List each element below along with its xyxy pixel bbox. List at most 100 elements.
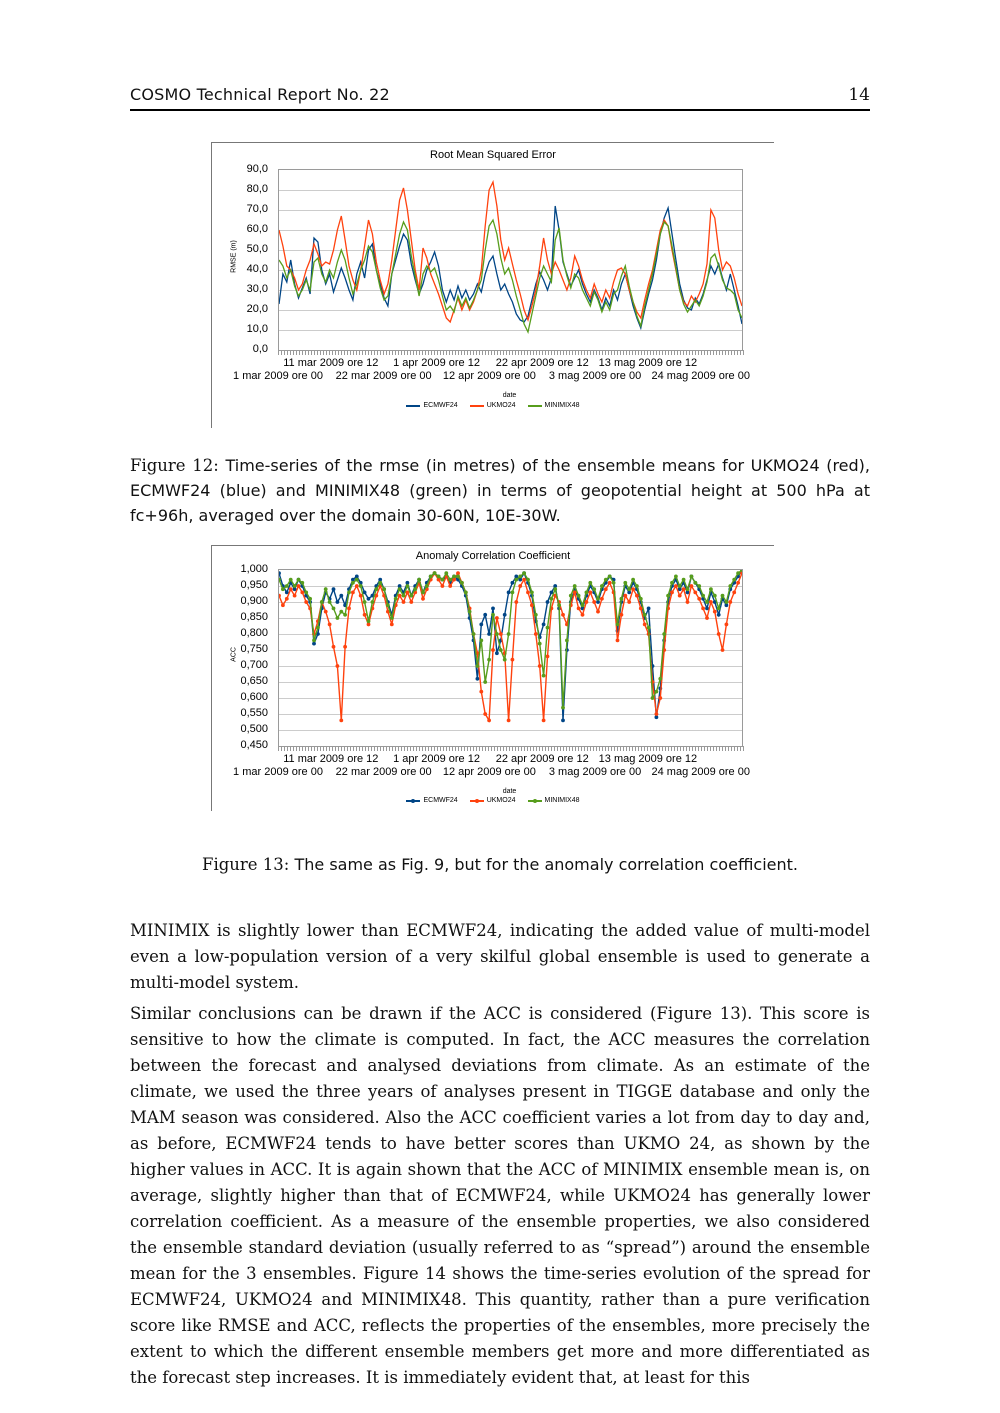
legend-entry: MINIMIX48	[527, 797, 580, 804]
x-tick-label: 1 apr 2009 ore 12	[393, 753, 480, 765]
paragraph-2: Similar conclusions can be drawn if the …	[130, 1003, 870, 1387]
chart-legend: ECMWF24 UKMO24 MINIMIX48	[212, 402, 774, 409]
plot-area	[278, 169, 743, 351]
x-tick-label: 22 apr 2009 ore 12	[495, 357, 589, 369]
figure-12-caption: Figure 12: Time-series of the rmse (in m…	[130, 453, 870, 528]
y-tick-label: 0,850	[240, 611, 268, 623]
x-tick-label: 11 mar 2009 ore 12	[283, 357, 379, 369]
x-tick-label: 3 mag 2009 ore 00	[548, 766, 642, 778]
rmse-chart: Root Mean Squared Error RMSE (m) 90,0 80,…	[212, 143, 774, 428]
gridline	[279, 290, 742, 291]
gridline	[279, 650, 742, 651]
figure-13-image: Anomaly Correlation Coefficient ACC 1,00…	[211, 545, 774, 811]
x-axis-minor-ticks	[278, 350, 745, 355]
x-tick-label: 1 mar 2009 ore 00	[233, 370, 323, 382]
gridline	[279, 634, 742, 635]
x-axis-labels-upper: 11 mar 2009 ore 12 1 apr 2009 ore 12 22 ap…	[278, 357, 741, 370]
x-axis-title: date	[502, 392, 517, 399]
gridline	[279, 714, 742, 715]
y-axis-ticks: 1,000 0,950 0,900 0,850 0,800 0,750 0,700 0,650…	[212, 563, 272, 751]
x-tick-label: 1 mar 2009 ore 00	[233, 766, 323, 778]
figure-13-caption-label: Figure 13:	[202, 855, 290, 874]
y-tick-label: 30,0	[246, 283, 268, 295]
y-tick-label: 0,750	[240, 643, 268, 655]
chart-title: Anomaly Correlation Coefficient	[415, 550, 571, 562]
x-axis-title: date	[502, 788, 517, 795]
gridline	[279, 250, 742, 251]
x-tick-label: 22 mar 2009 ore 00	[335, 766, 432, 778]
y-tick-label: 50,0	[246, 243, 268, 255]
legend-label: UKMO24	[486, 402, 516, 409]
gridline	[279, 310, 742, 311]
y-tick-label: 0,550	[240, 707, 268, 719]
y-tick-label: 0,700	[240, 659, 268, 671]
gridline	[279, 602, 742, 603]
legend-label: ECMWF24	[423, 797, 458, 804]
legend-label: MINIMIX48	[544, 797, 580, 804]
gridline	[279, 330, 742, 331]
gridline	[279, 190, 742, 191]
y-tick-label: 0,450	[240, 739, 268, 751]
y-tick-label: 0,500	[240, 723, 268, 735]
chart-title: Root Mean Squared Error	[430, 149, 556, 161]
x-tick-label: 13 mag 2009 ore 12	[598, 357, 698, 369]
legend-swatch	[527, 798, 542, 803]
x-tick-label: 11 mar 2009 ore 12	[283, 753, 379, 765]
legend-swatch	[469, 404, 484, 407]
legend-swatch	[527, 404, 542, 407]
x-tick-label: 22 mar 2009 ore 00	[335, 370, 432, 382]
legend-entry: ECMWF24	[406, 402, 458, 409]
x-tick-label: 12 apr 2009 ore 00	[442, 370, 536, 382]
y-tick-label: 0,800	[240, 627, 268, 639]
figure-12-caption-label: Figure 12:	[130, 456, 219, 475]
y-tick-label: 0,0	[252, 343, 268, 355]
gridline	[279, 270, 742, 271]
x-tick-label: 3 mag 2009 ore 00	[548, 370, 642, 382]
y-tick-label: 10,0	[246, 323, 268, 335]
y-tick-label: 60,0	[246, 223, 268, 235]
x-tick-label: 24 mag 2009 ore 00	[651, 766, 750, 778]
x-tick-label: 24 mag 2009 ore 00	[651, 370, 750, 382]
x-axis-labels-upper: 11 mar 2009 ore 12 1 apr 2009 ore 12 22 ap…	[278, 753, 741, 766]
y-tick-label: 90,0	[246, 163, 268, 175]
y-axis-ticks: 90,0 80,0 70,0 60,0 50,0 40,0 30,0 20,0 10,0 0,0	[212, 163, 272, 355]
chart-legend: ECMWF24 UKMO24 MINIMIX48	[212, 797, 774, 804]
x-axis-labels-lower: 1 mar 2009 ore 00 22 mar 2009 ore 00 12 ap…	[233, 766, 750, 779]
gridline	[279, 666, 742, 667]
gridline	[279, 730, 742, 731]
figure-12-caption-text: Time-series of the rmse (in metres) of t…	[130, 456, 871, 525]
y-tick-label: 80,0	[246, 183, 268, 195]
report-title: COSMO Technical Report No. 22	[130, 85, 390, 104]
y-tick-label: 1,000	[240, 563, 268, 575]
legend-entry: UKMO24	[469, 797, 516, 804]
y-tick-label: 0,650	[240, 675, 268, 687]
figure-13-caption-text: The same as Fig. 9, but for the anomaly …	[294, 855, 798, 874]
y-tick-label: 0,900	[240, 595, 268, 607]
gridline	[279, 210, 742, 211]
figure-12-image: Root Mean Squared Error RMSE (m) 90,0 80,…	[211, 142, 774, 428]
legend-swatch	[406, 404, 421, 407]
gridline	[279, 230, 742, 231]
legend-entry: UKMO24	[469, 402, 516, 409]
legend-swatch	[406, 798, 421, 803]
acc-chart: Anomaly Correlation Coefficient ACC 1,00…	[212, 546, 774, 811]
legend-entry: MINIMIX48	[527, 402, 580, 409]
y-tick-label: 40,0	[246, 263, 268, 275]
y-tick-label: 20,0	[246, 303, 268, 315]
y-tick-label: 0,600	[240, 691, 268, 703]
legend-entry: ECMWF24	[406, 797, 458, 804]
legend-label: MINIMIX48	[544, 402, 580, 409]
x-tick-label: 12 apr 2009 ore 00	[442, 766, 536, 778]
figure-13-caption: Figure 13: The same as Fig. 9, but for t…	[130, 852, 870, 877]
legend-swatch	[469, 798, 484, 803]
x-axis-labels-lower: 1 mar 2009 ore 00 22 mar 2009 ore 00 12 ap…	[233, 370, 750, 383]
page-number: 14	[848, 85, 870, 105]
legend-label: ECMWF24	[423, 402, 458, 409]
plot-area	[278, 569, 743, 747]
y-tick-label: 0,950	[240, 579, 268, 591]
x-tick-label: 1 apr 2009 ore 12	[393, 357, 480, 369]
paragraph-1: MINIMIX is slightly lower than ECMWF24, …	[130, 920, 870, 992]
page-header: COSMO Technical Report No. 22 14	[130, 85, 870, 111]
x-axis-minor-ticks	[278, 746, 745, 751]
